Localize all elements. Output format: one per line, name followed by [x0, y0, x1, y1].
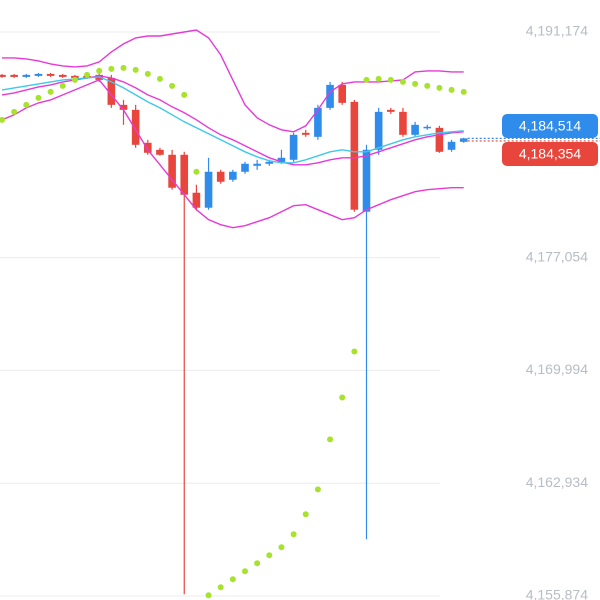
sar-dot: [278, 544, 285, 551]
candle-body: [326, 84, 334, 108]
candle-body: [387, 109, 395, 112]
y-tick-label: 4,169,994: [526, 361, 588, 377]
sar-dot: [399, 78, 406, 85]
sar-dot: [35, 94, 42, 101]
sar-dot: [339, 394, 346, 401]
candle-body: [399, 111, 407, 135]
candle-body: [144, 142, 152, 153]
sar-dot: [302, 511, 309, 518]
candle-body: [301, 132, 310, 135]
candle-body: [119, 104, 128, 110]
sar-dot: [375, 75, 382, 82]
sar-dot: [242, 568, 248, 575]
sar-dot: [266, 552, 273, 559]
sar-dot: [424, 82, 431, 89]
price-tag-label: 4,184,514: [519, 118, 581, 134]
candle-body: [180, 154, 189, 195]
candle-body: [447, 141, 456, 150]
candle-body: [192, 192, 201, 208]
price-tag: [502, 142, 598, 166]
sar-dot: [193, 168, 200, 175]
sar-dot: [181, 91, 188, 98]
candle-body: [216, 171, 225, 182]
y-tick-label: 4,162,934: [526, 474, 588, 490]
candle-body: [0, 74, 6, 77]
sar-dot: [327, 436, 334, 443]
candle-body: [362, 149, 371, 212]
indicator-line: [1, 75, 464, 166]
sar-dot: [84, 71, 91, 78]
sar-dot: [205, 592, 212, 599]
sar-dot: [144, 70, 151, 77]
sar-dot: [23, 101, 30, 108]
sar-dot: [96, 67, 103, 74]
candle-body: [338, 84, 346, 103]
candle-body: [374, 111, 383, 150]
indicator-line: [2, 29, 464, 133]
price-tag-label: 4,184,354: [519, 146, 581, 162]
candle-body: [435, 127, 444, 152]
sar-dot: [436, 84, 443, 91]
sar-dot: [0, 116, 5, 123]
y-tick-label: 4,177,054: [526, 248, 588, 264]
sar-dot: [47, 88, 54, 95]
candle-body: [156, 149, 164, 155]
candle-body: [168, 154, 176, 188]
sar-dot: [290, 531, 297, 538]
indicator-line: [1, 76, 464, 164]
sar-dot: [387, 76, 394, 83]
candle-body: [241, 163, 249, 172]
candle-body: [411, 124, 419, 135]
sar-dot: [412, 80, 419, 87]
candle-body: [459, 138, 468, 142]
y-tick-label: 4,191,174: [526, 23, 588, 39]
sar-dot: [169, 82, 176, 89]
candle-body: [34, 73, 43, 76]
candle-body: [22, 74, 31, 77]
sar-dot: [71, 76, 78, 83]
sar-dot: [11, 108, 18, 115]
candle-body: [265, 161, 274, 164]
sar-dot: [59, 82, 66, 89]
candle-body: [131, 109, 140, 145]
candle-body: [58, 74, 67, 77]
candle-body: [10, 74, 18, 77]
candle-body: [289, 134, 298, 160]
y-tick-label: 4,155,874: [526, 587, 588, 600]
sar-dot: [351, 348, 358, 355]
sar-dot: [448, 86, 455, 93]
sar-dot: [120, 64, 127, 71]
sar-dot: [460, 88, 467, 95]
sar-dot: [254, 560, 261, 567]
sar-dot: [156, 75, 163, 82]
candle-body: [350, 101, 359, 210]
sar-dot: [132, 66, 139, 73]
candle-body: [46, 73, 55, 76]
candle-body: [229, 171, 237, 180]
candle-body: [277, 157, 286, 162]
candle-body: [107, 77, 116, 105]
candle-body: [204, 171, 213, 208]
price-tag: [502, 114, 598, 138]
indicator-line: [1, 79, 464, 229]
sar-dot: [314, 486, 321, 493]
candle-body: [253, 163, 261, 166]
candle-body: [423, 126, 432, 129]
sar-dot: [217, 584, 224, 591]
candle-body: [314, 107, 322, 137]
sar-dot: [363, 76, 370, 83]
sar-dot: [108, 65, 115, 72]
sar-dot: [229, 576, 236, 583]
